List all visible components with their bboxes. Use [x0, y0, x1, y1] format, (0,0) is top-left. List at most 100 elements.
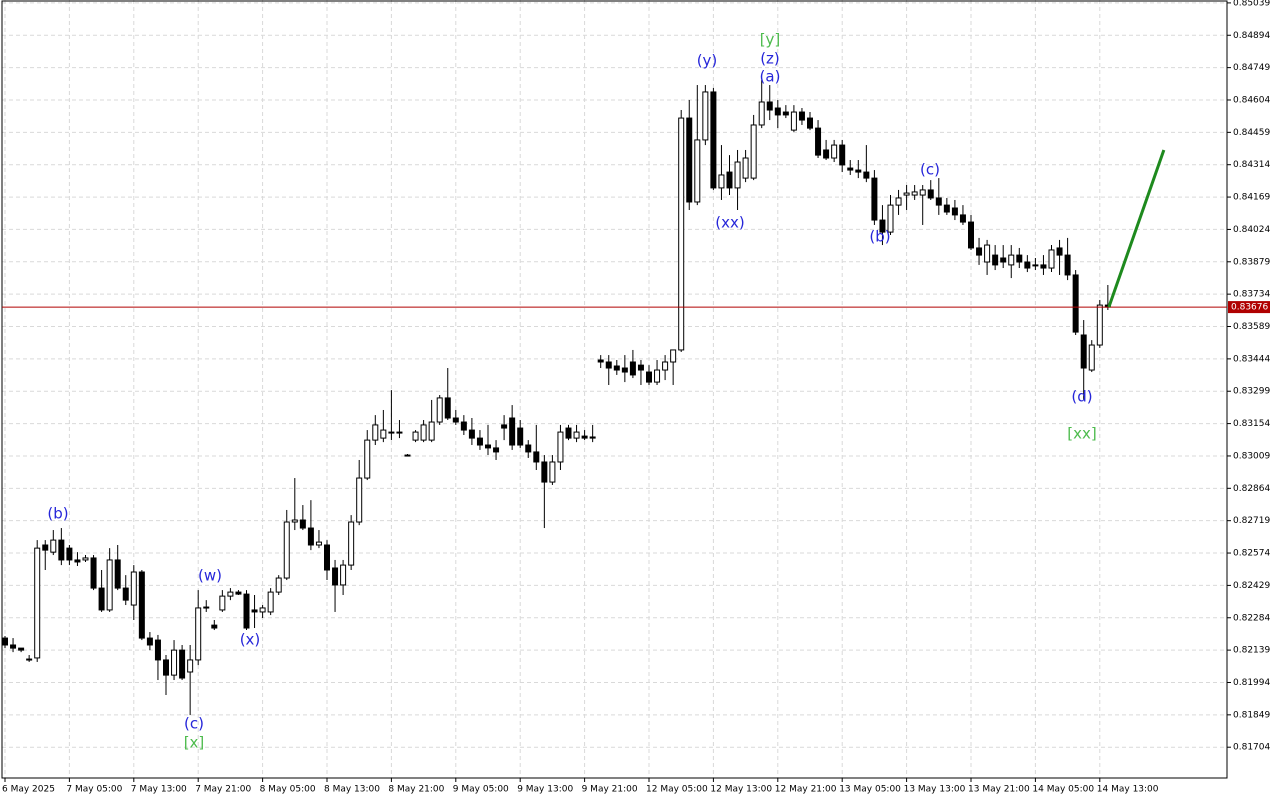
y-tick-label: 0.83009	[1233, 451, 1270, 461]
candle-body	[911, 191, 918, 196]
candle-body	[380, 429, 387, 439]
wave-label: (b)	[869, 228, 890, 246]
candle-body	[959, 214, 966, 223]
candle-body	[943, 204, 950, 213]
candle-body	[388, 431, 395, 434]
wave-label: (c)	[184, 715, 204, 733]
candle-body	[734, 161, 741, 189]
y-tick-label: 0.84169	[1233, 193, 1270, 203]
candle-body	[106, 559, 113, 611]
candle-body	[299, 519, 306, 529]
candle-body	[549, 461, 556, 483]
candle-body	[364, 439, 371, 479]
candle-body	[58, 539, 65, 561]
candle-body	[855, 169, 862, 173]
x-tick-label: 12 May 21:00	[775, 785, 837, 795]
candle-body	[823, 149, 830, 159]
candle-body	[130, 571, 137, 606]
candle-body	[283, 521, 290, 579]
candle-body	[1040, 264, 1047, 269]
candle-body	[356, 477, 363, 523]
candle-body	[187, 659, 194, 673]
wave-label: (w)	[198, 567, 222, 585]
candle-body	[98, 587, 105, 611]
y-tick-label: 0.84024	[1233, 225, 1270, 235]
plot-frame	[1, 0, 1228, 779]
forecast-line	[1107, 149, 1166, 308]
y-tick-label: 0.81849	[1233, 710, 1270, 720]
candle-body	[50, 539, 57, 553]
candle-body	[847, 167, 854, 171]
candle-body	[179, 649, 186, 679]
candle-body	[324, 544, 330, 571]
wave-label: [xx]	[1067, 425, 1096, 443]
y-tick-label: 0.84749	[1233, 63, 1270, 73]
candle-body	[831, 144, 838, 159]
candle-body	[2, 637, 8, 646]
candle-body	[114, 559, 121, 589]
candle-body	[219, 595, 226, 611]
x-tick-label: 13 May 21:00	[968, 785, 1030, 795]
candle-body	[42, 544, 49, 551]
candle-body	[710, 91, 717, 189]
x-tick-label: 8 May 21:00	[388, 785, 444, 795]
candle-body	[968, 221, 974, 249]
wave-label: (y)	[697, 52, 718, 70]
y-tick-label: 0.83299	[1233, 387, 1270, 397]
candle-body	[766, 101, 773, 111]
candle-body	[726, 171, 733, 189]
candle-body	[154, 639, 161, 661]
candle-body	[235, 591, 242, 595]
x-tick-label: 14 May 13:00	[1097, 785, 1159, 795]
candle-body	[315, 541, 322, 546]
candle-body	[372, 424, 379, 441]
y-tick-label: 0.82284	[1233, 613, 1270, 623]
candle-body	[798, 111, 805, 121]
candle-body	[476, 437, 483, 446]
candle-body	[291, 519, 298, 523]
last-price-box	[1228, 301, 1270, 314]
candle-body	[267, 591, 274, 613]
wave-label: (d)	[1071, 388, 1092, 406]
candle-body	[613, 365, 620, 371]
candle-body	[444, 397, 451, 419]
candle-body	[573, 431, 580, 439]
candle-body	[436, 397, 443, 423]
candle-body	[541, 461, 548, 483]
y-tick-label: 0.83444	[1233, 354, 1270, 364]
candle-body	[807, 117, 813, 129]
x-tick-label: 8 May 05:00	[260, 785, 316, 795]
x-tick-label: 7 May 05:00	[66, 785, 122, 795]
candle-body	[501, 424, 508, 429]
candle-body	[557, 431, 564, 463]
candle-body	[750, 124, 757, 179]
candle-body	[621, 367, 628, 373]
candle-body	[654, 369, 661, 383]
candle-body	[243, 593, 250, 629]
candle-body	[984, 244, 991, 263]
candle-body	[589, 436, 596, 439]
candle-body	[927, 189, 934, 199]
candle-body	[332, 567, 339, 586]
candle-body	[1064, 254, 1071, 276]
y-tick-label: 0.82139	[1233, 646, 1270, 656]
candle-body	[428, 421, 435, 441]
candle-body	[18, 647, 25, 651]
x-tick-label: 9 May 13:00	[517, 785, 573, 795]
x-tick-label: 6 May 2025	[2, 785, 55, 795]
y-tick-label: 0.84894	[1233, 31, 1270, 41]
candle-body	[138, 571, 145, 639]
candle-body	[1088, 344, 1095, 371]
candle-body	[307, 527, 314, 546]
candle-body	[146, 637, 153, 646]
candle-body	[26, 658, 33, 661]
candle-body	[348, 521, 355, 566]
candle-body	[863, 171, 870, 179]
candle-body	[919, 189, 926, 196]
x-tick-label: 7 May 21:00	[195, 785, 251, 795]
candle-body	[782, 111, 789, 116]
candle-body	[605, 361, 612, 369]
candle-body	[637, 364, 644, 371]
candle-body	[412, 431, 419, 441]
